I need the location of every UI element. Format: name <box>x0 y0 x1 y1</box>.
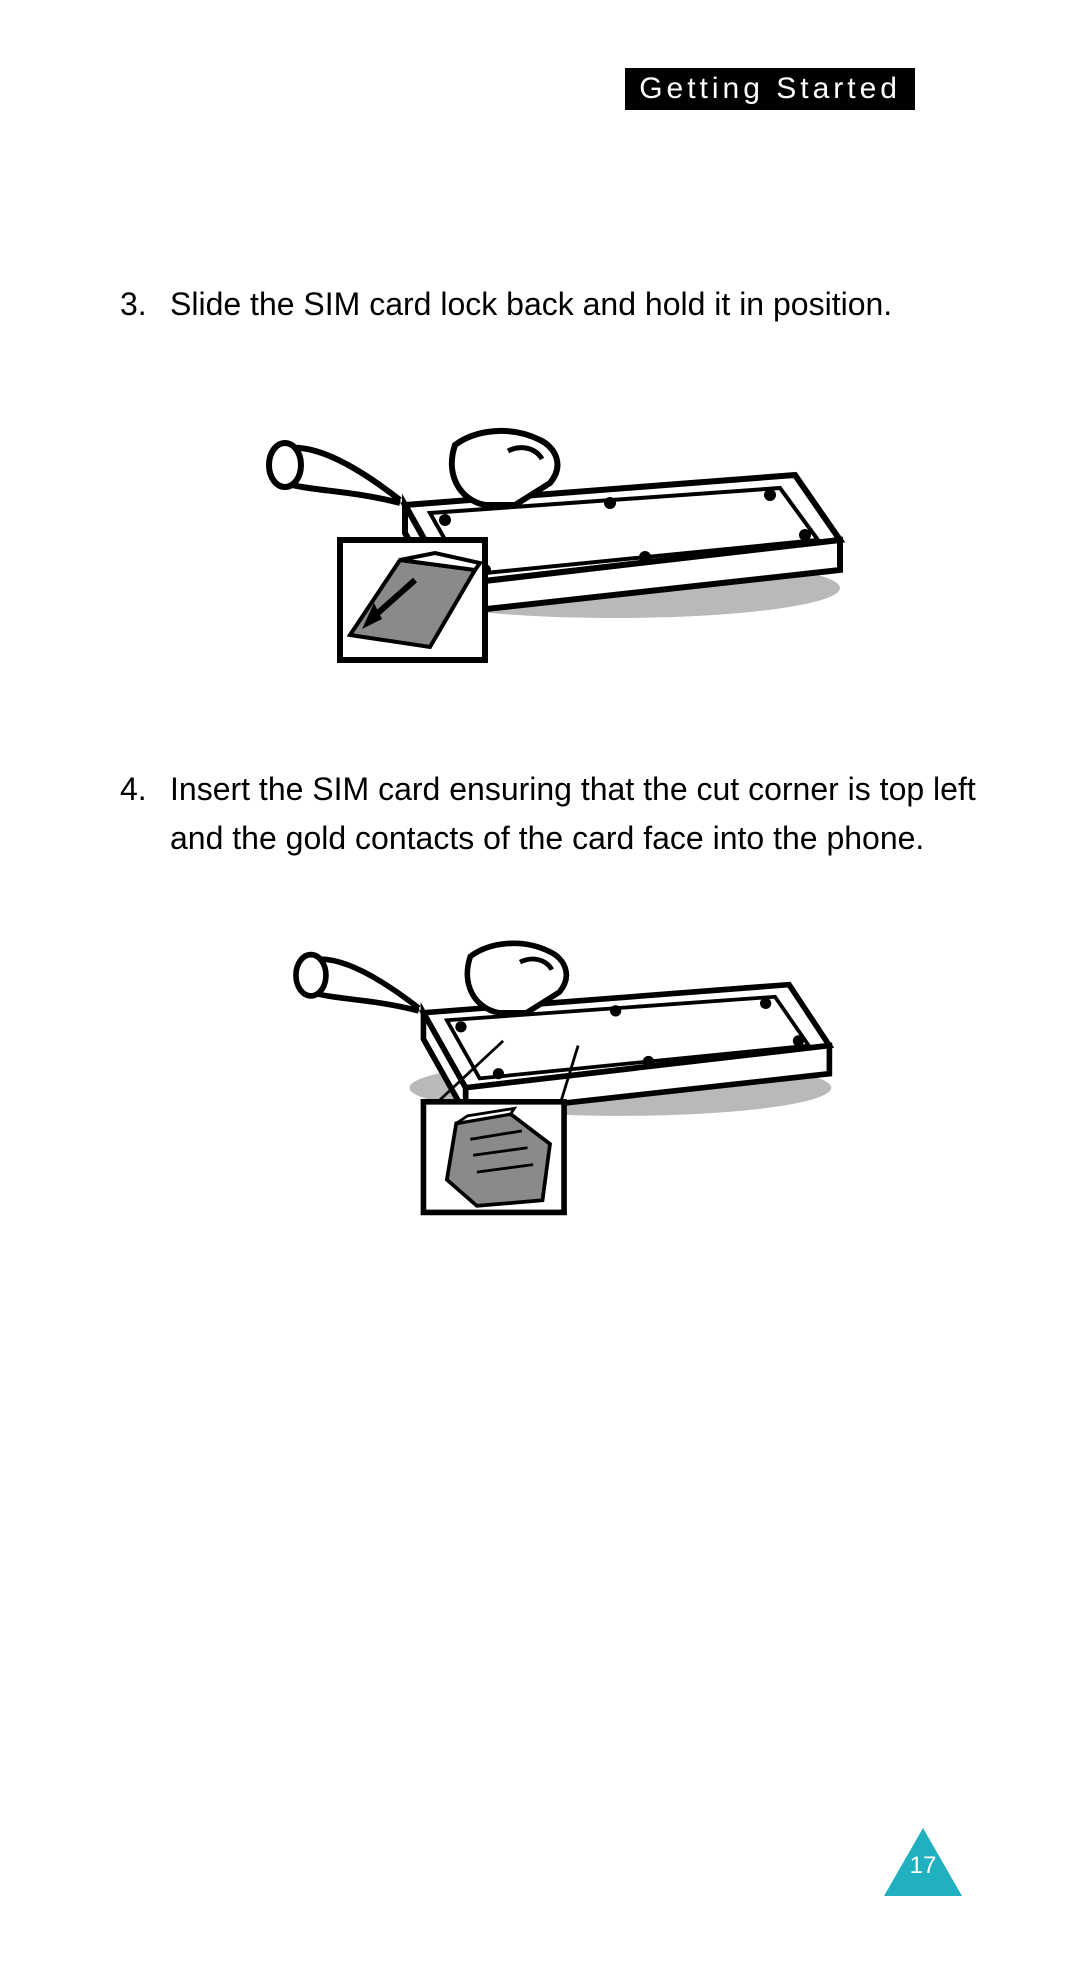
step-3: 3. Slide the SIM card lock back and hold… <box>120 280 980 685</box>
step-row: 3. Slide the SIM card lock back and hold… <box>120 280 980 330</box>
page-number: 17 <box>884 1852 962 1880</box>
illustration-wrap <box>120 385 980 685</box>
page-number-marker: 17 <box>884 1828 962 1896</box>
illustration-wrap <box>120 919 980 1219</box>
step-text: Insert the SIM card ensuring that the cu… <box>170 765 980 864</box>
step-text: Slide the SIM card lock back and hold it… <box>170 280 980 330</box>
step-4: 4. Insert the SIM card ensuring that the… <box>120 765 980 1219</box>
step-row: 4. Insert the SIM card ensuring that the… <box>120 765 980 864</box>
step-number: 3. <box>120 280 170 330</box>
sim-lock-illustration <box>250 385 850 685</box>
content-area: 3. Slide the SIM card lock back and hold… <box>120 280 980 1299</box>
sim-insert-illustration <box>250 919 850 1219</box>
manual-page: Getting Started 3. Slide the SIM card lo… <box>0 0 1080 1981</box>
step-number: 4. <box>120 765 170 815</box>
section-header-tag: Getting Started <box>625 68 915 110</box>
